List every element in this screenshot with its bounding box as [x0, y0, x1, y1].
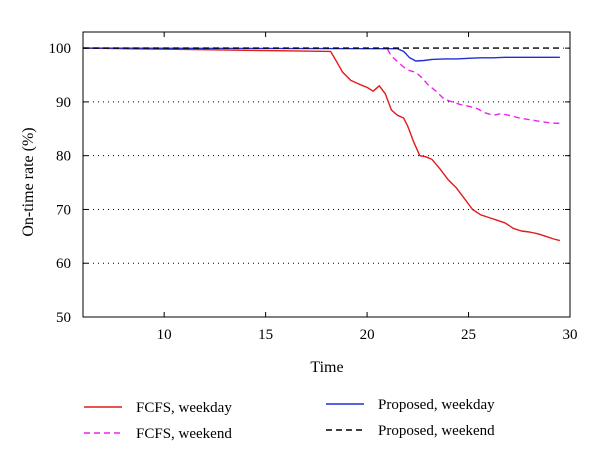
series-line-3	[82, 47, 560, 62]
y-tick-label: 100	[49, 41, 72, 57]
legend-label-3: Proposed, weekday	[378, 397, 495, 413]
plot-frame	[82, 31, 571, 318]
y-tick-label: 60	[56, 256, 71, 272]
y-tick-label: 50	[56, 310, 71, 326]
series-line-1	[82, 47, 561, 242]
grid-lines	[83, 47, 570, 264]
series-lines	[82, 47, 561, 242]
legend: FCFS, weekday FCFS, weekend Proposed, week…	[84, 397, 495, 442]
y-tick-label: 90	[56, 95, 71, 111]
y-tick-label: 70	[56, 202, 71, 218]
series-line-2	[386, 48, 560, 125]
legend-label-2: FCFS, weekend	[136, 426, 232, 442]
x-tick-label: 15	[258, 327, 273, 343]
tick-labels: 50 60 70 80 90 100 10 15 20 25 30	[49, 41, 578, 343]
x-tick-label: 10	[157, 327, 172, 343]
x-tick-label: 20	[360, 327, 375, 343]
y-axis-label: On-time rate (%)	[20, 127, 37, 236]
legend-label-1: FCFS, weekday	[136, 400, 232, 416]
x-tick-label: 25	[461, 327, 476, 343]
x-axis-label: Time	[310, 359, 343, 376]
axis-ticks	[83, 32, 571, 318]
legend-label-4: Proposed, weekend	[378, 423, 495, 439]
x-tick-label: 30	[563, 327, 578, 343]
y-tick-label: 80	[56, 149, 71, 165]
